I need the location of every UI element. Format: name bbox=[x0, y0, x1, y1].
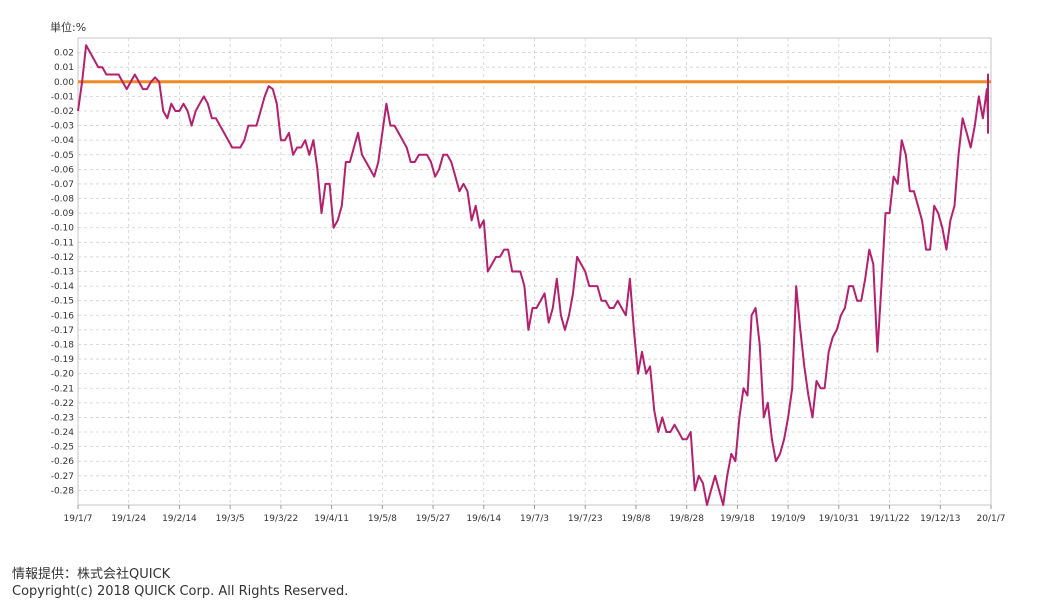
y-tick-label: 0.01 bbox=[54, 63, 74, 73]
line-chart: 単位:% 0.02 0.01 0.00 -0.01 -0.02 -0.03 -0.04 -0.… bbox=[50, 20, 1006, 524]
x-axis-ticks: 19/1/7 19/1/24 19/2/14 19/3/5 19/3/22 19/4/11… bbox=[64, 505, 1006, 524]
x-tick-label: 19/11/22 bbox=[869, 514, 909, 524]
y-tick-label: -0.18 bbox=[51, 340, 75, 350]
x-tick-label: 19/5/27 bbox=[416, 514, 451, 524]
y-tick-label: -0.25 bbox=[51, 443, 74, 453]
y-tick-label: -0.11 bbox=[51, 238, 74, 248]
x-tick-label: 19/6/14 bbox=[466, 514, 501, 524]
y-tick-label: -0.08 bbox=[51, 195, 75, 205]
y-tick-label: -0.19 bbox=[51, 355, 75, 365]
x-tick-label: 19/12/13 bbox=[920, 514, 960, 524]
x-tick-label: 19/10/31 bbox=[819, 514, 859, 524]
x-tick-label: 19/7/3 bbox=[520, 514, 549, 524]
y-tick-label: -0.02 bbox=[51, 107, 74, 117]
y-tick-label: -0.22 bbox=[51, 399, 74, 409]
y-tick-label: -0.24 bbox=[51, 428, 75, 438]
x-tick-label: 19/4/11 bbox=[314, 514, 349, 524]
x-tick-label: 19/5/8 bbox=[368, 514, 397, 524]
y-tick-label: -0.21 bbox=[51, 384, 74, 394]
y-tick-label: -0.09 bbox=[51, 209, 75, 219]
y-tick-label: -0.16 bbox=[51, 311, 75, 321]
y-tick-label: -0.14 bbox=[51, 282, 75, 292]
x-tick-label: 19/1/24 bbox=[111, 514, 146, 524]
y-tick-label: -0.03 bbox=[51, 122, 74, 132]
x-tick-label: 19/8/28 bbox=[669, 514, 704, 524]
y-tick-label: 0.02 bbox=[54, 49, 74, 59]
y-tick-label: -0.23 bbox=[51, 413, 74, 423]
x-tick-label: 20/1/7 bbox=[977, 514, 1006, 524]
x-tick-label: 19/3/5 bbox=[216, 514, 245, 524]
x-tick-label: 19/7/23 bbox=[568, 514, 603, 524]
y-tick-label: -0.06 bbox=[51, 165, 75, 175]
x-tick-label: 19/3/22 bbox=[264, 514, 299, 524]
x-tick-label: 19/1/7 bbox=[64, 514, 93, 524]
x-tick-label: 19/8/8 bbox=[621, 514, 650, 524]
y-tick-label: -0.04 bbox=[51, 136, 75, 146]
y-tick-label: -0.07 bbox=[51, 180, 74, 190]
y-tick-label: -0.01 bbox=[51, 92, 74, 102]
y-tick-label: -0.05 bbox=[51, 151, 74, 161]
series-line bbox=[77, 44, 989, 506]
y-tick-label: -0.12 bbox=[51, 253, 74, 263]
x-tick-label: 19/9/18 bbox=[720, 514, 755, 524]
unit-label: 単位:% bbox=[50, 20, 86, 34]
data-provider-credit: 情報提供：株式会社QUICK bbox=[12, 567, 171, 582]
y-tick-label: -0.10 bbox=[51, 224, 75, 234]
y-axis-ticks: 0.02 0.01 0.00 -0.01 -0.02 -0.03 -0.04 -0.05 -0.… bbox=[51, 49, 75, 497]
copyright-notice: Copyright(c) 2018 QUICK Corp. All Rights… bbox=[12, 584, 349, 599]
y-tick-label: -0.20 bbox=[51, 370, 75, 380]
y-tick-label: -0.17 bbox=[51, 326, 74, 336]
y-tick-label: -0.15 bbox=[51, 297, 74, 307]
y-tick-label: -0.28 bbox=[51, 486, 75, 496]
y-tick-label: -0.26 bbox=[51, 457, 75, 467]
x-tick-label: 19/10/9 bbox=[771, 514, 806, 524]
y-tick-label: -0.27 bbox=[51, 472, 74, 482]
y-tick-label: 0.00 bbox=[54, 78, 74, 88]
x-tick-label: 19/2/14 bbox=[162, 514, 197, 524]
grid-lines bbox=[78, 38, 991, 505]
y-tick-label: -0.13 bbox=[51, 268, 74, 278]
